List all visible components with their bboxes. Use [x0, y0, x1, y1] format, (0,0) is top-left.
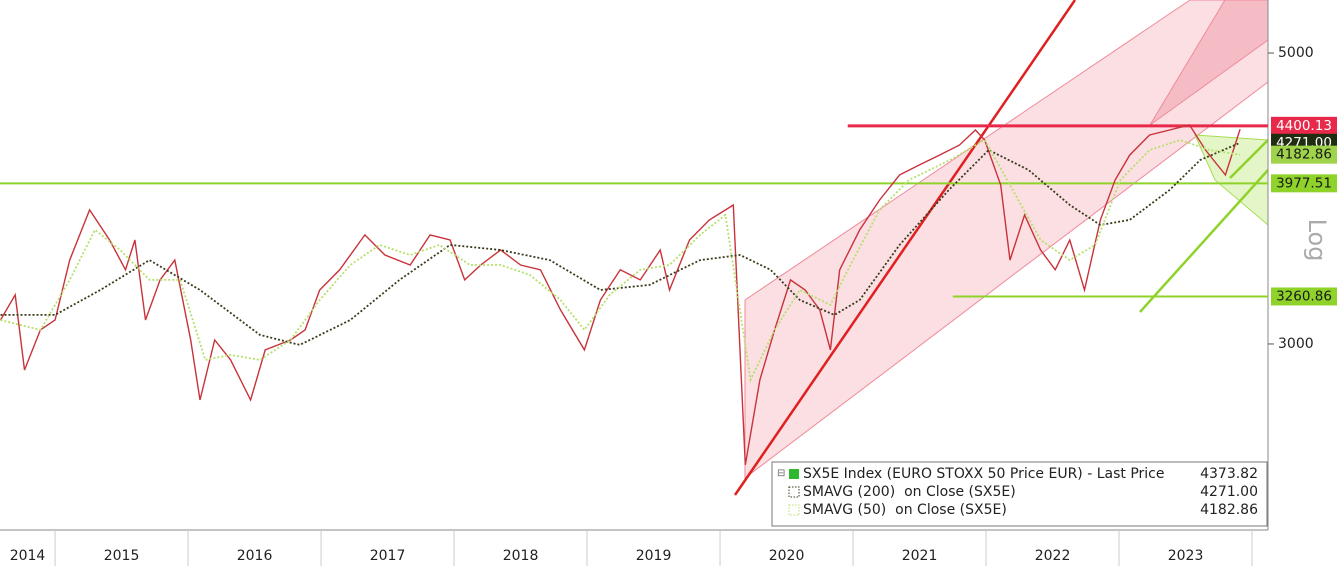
- channel-band: [1149, 0, 1268, 126]
- value-box: [1271, 116, 1337, 135]
- support-line: [1229, 139, 1268, 179]
- trend-line: [733, 0, 1077, 496]
- legend-value: 4182.86: [1200, 502, 1258, 518]
- trend-annotations: [733, 0, 1268, 496]
- legend-swatch: [789, 469, 799, 479]
- legend-label: SMAVG (50) on Close (SX5E): [803, 502, 1007, 518]
- legend-value: 4373.82: [1200, 466, 1258, 482]
- series-line: [0, 141, 1241, 346]
- series-line: [0, 124, 1241, 466]
- value-box: [1271, 145, 1337, 164]
- x-tick-label: 2014: [10, 548, 46, 564]
- x-tick-label: 2023: [1168, 548, 1204, 564]
- legend-label: SMAVG (200) on Close (SX5E): [803, 484, 1016, 500]
- y-tick-label: 3000: [1278, 336, 1314, 352]
- plot-area: [0, 124, 1268, 466]
- legend-value: 4271.00: [1200, 484, 1258, 500]
- legend-swatch: [788, 504, 800, 516]
- value-box-label: 3977.51: [1276, 175, 1332, 191]
- legend-swatch: [788, 486, 800, 498]
- scale-label: Log: [1303, 219, 1331, 262]
- legend-toggle[interactable]: ⊟: [777, 468, 785, 479]
- x-tick-label: 2016: [237, 548, 273, 564]
- value-box-label: 3260.86: [1276, 288, 1332, 304]
- x-tick-label: 2018: [503, 548, 539, 564]
- y-tick-label: 5000: [1278, 45, 1314, 61]
- series-line: [0, 138, 1241, 383]
- value-box: [1271, 174, 1337, 193]
- legend-box: [771, 461, 1268, 527]
- x-tick-label: 2019: [636, 548, 672, 564]
- x-tick-label: 2020: [769, 548, 805, 564]
- regression-channel: [744, 0, 1268, 480]
- x-tick-label: 2015: [104, 548, 140, 564]
- value-box-label: 4182.86: [1276, 147, 1332, 163]
- x-tick-label: 2022: [1035, 548, 1071, 564]
- x-tick-label: 2017: [370, 548, 406, 564]
- legend-label: SX5E Index (EURO STOXX 50 Price EUR) - L…: [803, 466, 1164, 482]
- x-tick-label: 2021: [902, 548, 938, 564]
- value-box: [1271, 287, 1337, 306]
- value-box-label: 4400.13: [1276, 118, 1332, 134]
- legend: ⊟ SX5E Index (EURO STOXX 50 Price EUR) -…: [771, 461, 1268, 527]
- support-line: [1139, 169, 1268, 313]
